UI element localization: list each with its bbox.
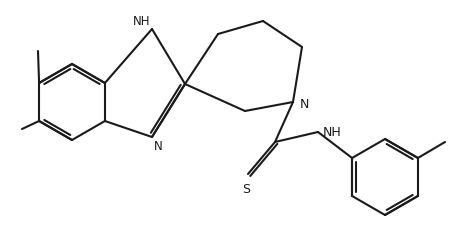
- Text: NH: NH: [322, 125, 341, 138]
- Text: S: S: [241, 182, 249, 195]
- Text: N: N: [154, 139, 162, 152]
- Text: N: N: [299, 97, 308, 110]
- Text: NH: NH: [132, 15, 150, 28]
